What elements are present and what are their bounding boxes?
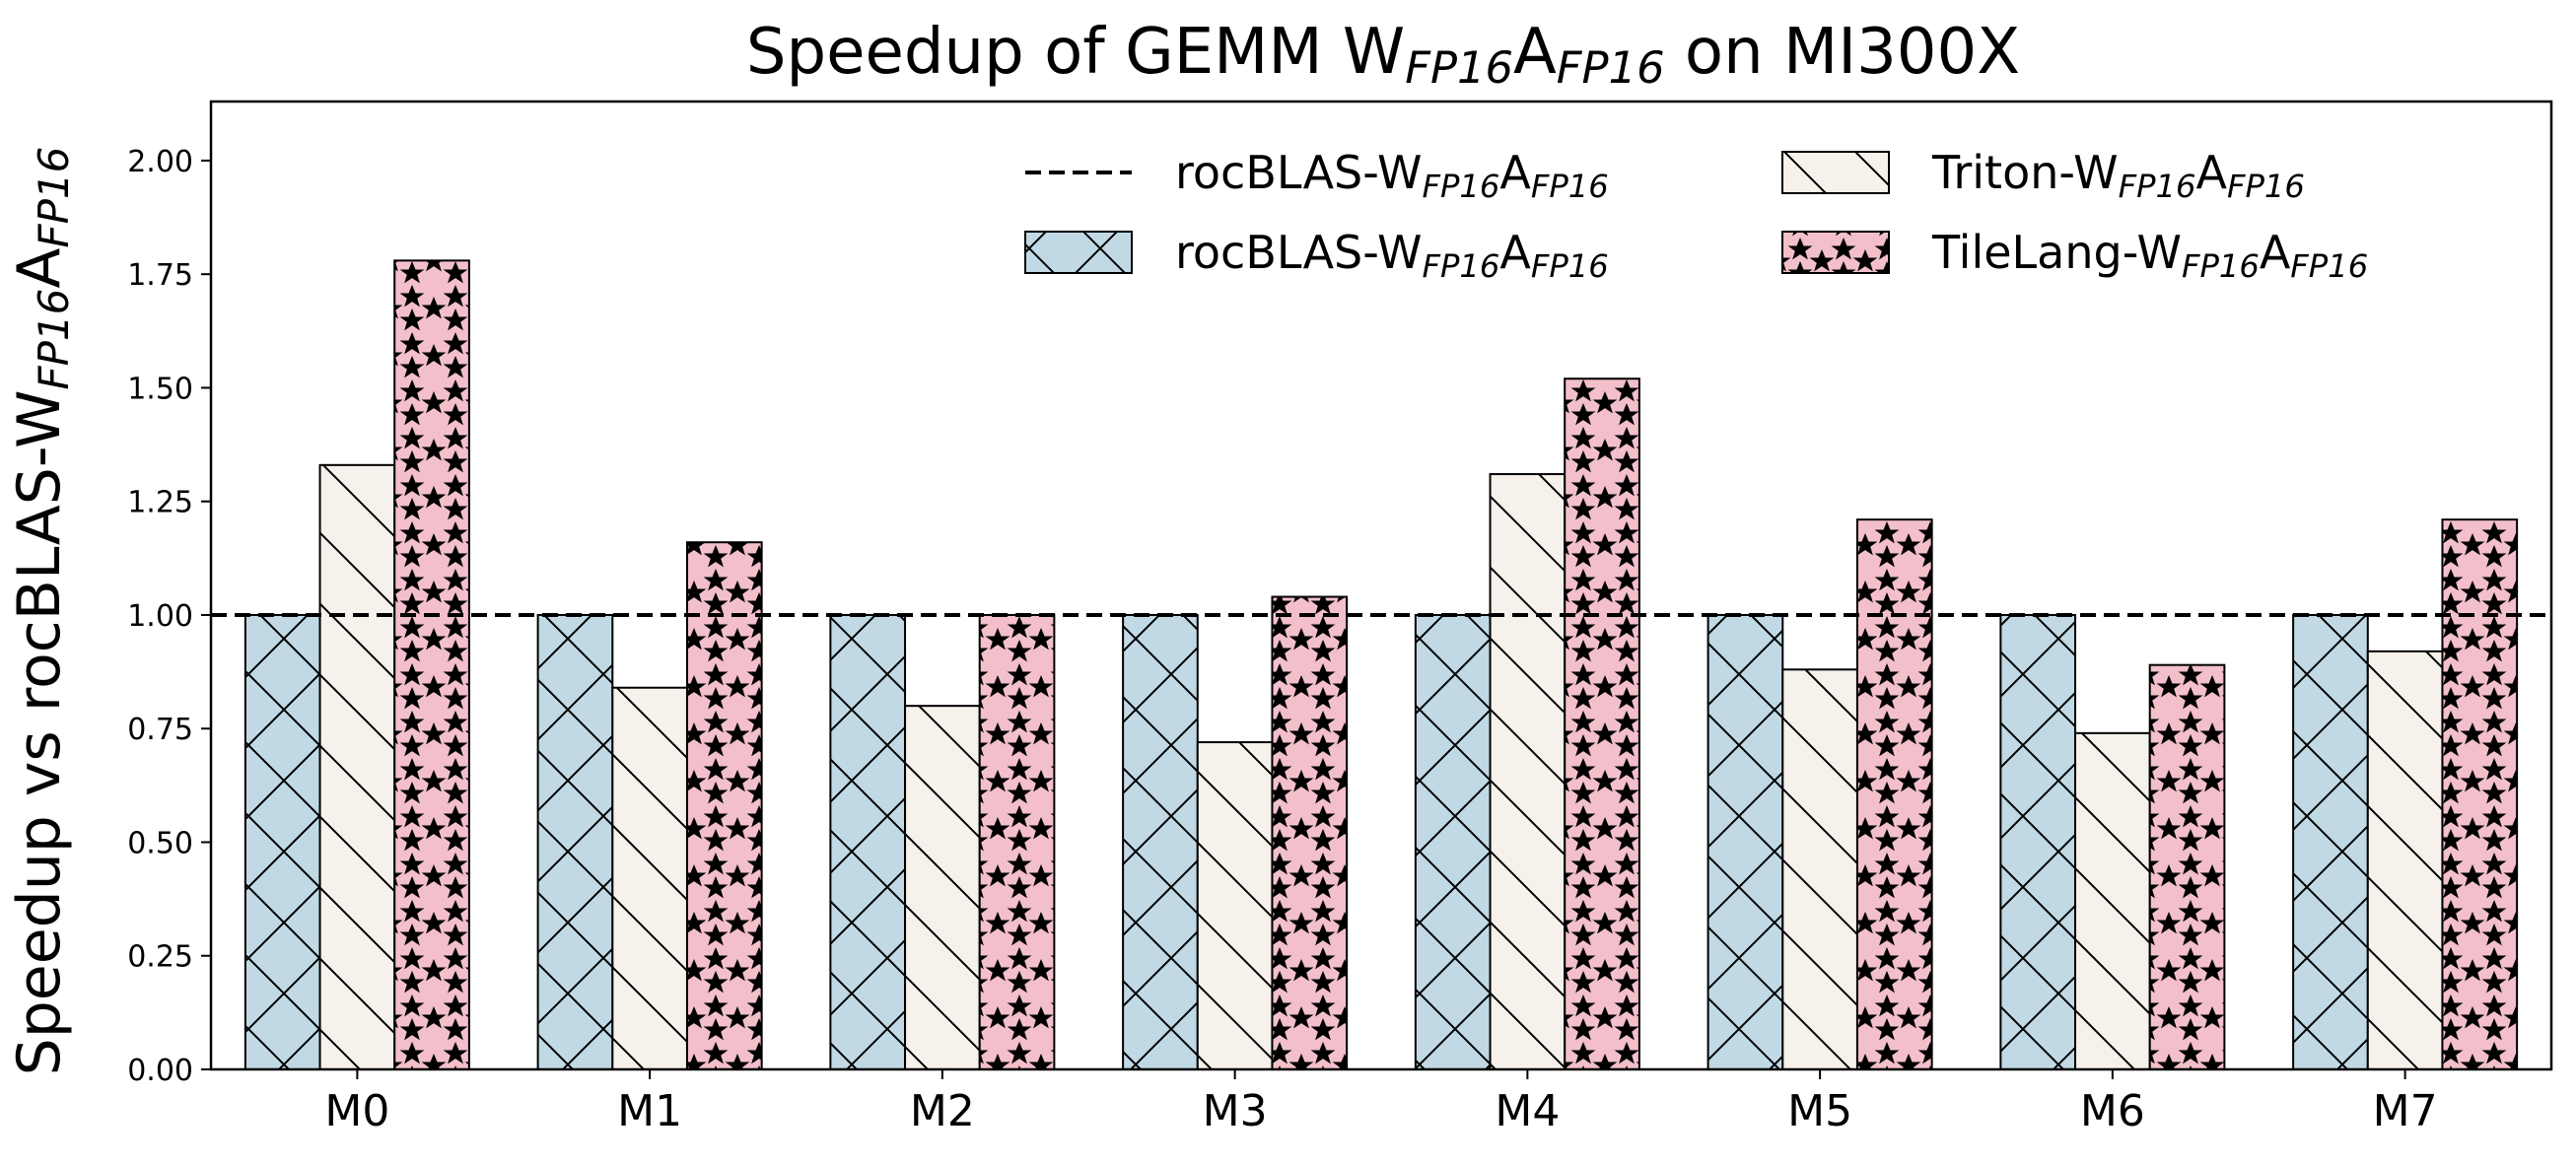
axes-layer: 0.00 0.25 0.50 0.75 1.00 1.25 1.50 1.75 2.00 M0 M1… [127, 100, 2553, 1136]
bar-tilelang-m0 [393, 259, 470, 1070]
legend-swatch-tilelang [1781, 231, 1890, 274]
legend-label-tilelang: TileLang-WFP16AFP16 [1931, 226, 2368, 285]
bar-rocblas-m2 [829, 613, 907, 1071]
bar-rocblas-m6 [1999, 613, 2077, 1071]
bar-tilelang-m3 [1271, 595, 1349, 1070]
y-tick-label: 0.25 [127, 940, 193, 975]
bar-triton-m7 [2366, 650, 2444, 1071]
bar-triton-m3 [1196, 741, 1274, 1070]
x-tick-label-m6: M6 [2080, 1086, 2145, 1136]
bar-rocblas-m5 [1706, 613, 1784, 1071]
bar-rocblas-m0 [244, 613, 321, 1071]
legend-label-baseline: rocBLAS-WFP16AFP16 [1175, 146, 1609, 205]
y-tick-label: 1.75 [127, 258, 193, 293]
legend-label-triton: Triton-WFP16AFP16 [1931, 146, 2305, 205]
bar-rocblas-m7 [2292, 613, 2369, 1071]
legend: rocBLAS-WFP16AFP16 rocBLAS-WFP16AFP16 Trit… [1024, 146, 2368, 285]
x-tick-label-m2: M2 [910, 1086, 975, 1136]
legend-swatch-triton [1781, 151, 1890, 194]
bar-rocblas-m1 [536, 613, 614, 1071]
svg-text:Speedup of GEMM WFP16AFP16 on: Speedup of GEMM WFP16AFP16 on MI300X [746, 16, 2020, 94]
bar-triton-m5 [1781, 668, 1858, 1070]
plot-frame [209, 100, 2553, 1071]
bar-rocblas-m3 [1122, 613, 1199, 1071]
legend-label-rocblas: rocBLAS-WFP16AFP16 [1175, 226, 1609, 285]
x-tick-label-m0: M0 [324, 1086, 389, 1136]
x-tick-label-m4: M4 [1495, 1086, 1560, 1136]
chart-title: Speedup of GEMM WFP16AFP16 on MI300X [746, 16, 2020, 94]
bar-triton-m4 [1489, 473, 1566, 1070]
bar-tilelang-m6 [2148, 663, 2226, 1070]
x-tick-label-m5: M5 [1787, 1086, 1852, 1136]
bar-tilelang-m7 [2441, 518, 2519, 1070]
x-tick-label-m3: M3 [1203, 1086, 1268, 1136]
svg-text:Speedup vs rocBLAS-WFP16AFP16: Speedup vs rocBLAS-WFP16AFP16 [5, 147, 78, 1076]
bar-tilelang-m1 [685, 541, 763, 1070]
bar-tilelang-m5 [1855, 518, 1933, 1070]
y-tick-label: 1.25 [127, 486, 193, 520]
x-tick-label-m7: M7 [2373, 1086, 2438, 1136]
legend-swatch-rocblas [1024, 231, 1133, 274]
bars-layer [244, 259, 2519, 1071]
y-axis-label: Speedup vs rocBLAS-WFP16AFP16 [5, 147, 78, 1076]
y-tick-label: 0.75 [127, 713, 193, 747]
bar-tilelang-m4 [1564, 377, 1640, 1070]
bar-tilelang-m2 [978, 613, 1056, 1071]
y-tick-label: 2.00 [127, 145, 193, 179]
bar-rocblas-m4 [1414, 613, 1492, 1071]
bar-triton-m0 [318, 463, 396, 1070]
bar-triton-m6 [2074, 731, 2151, 1070]
bar-triton-m1 [611, 686, 688, 1071]
x-tick-label-m1: M1 [617, 1086, 682, 1136]
y-tick-label: 0.00 [127, 1054, 193, 1088]
y-tick-label: 1.00 [127, 599, 193, 634]
y-tick-label: 0.50 [127, 826, 193, 860]
bar-triton-m2 [904, 705, 981, 1070]
y-tick-label: 1.50 [127, 372, 193, 406]
